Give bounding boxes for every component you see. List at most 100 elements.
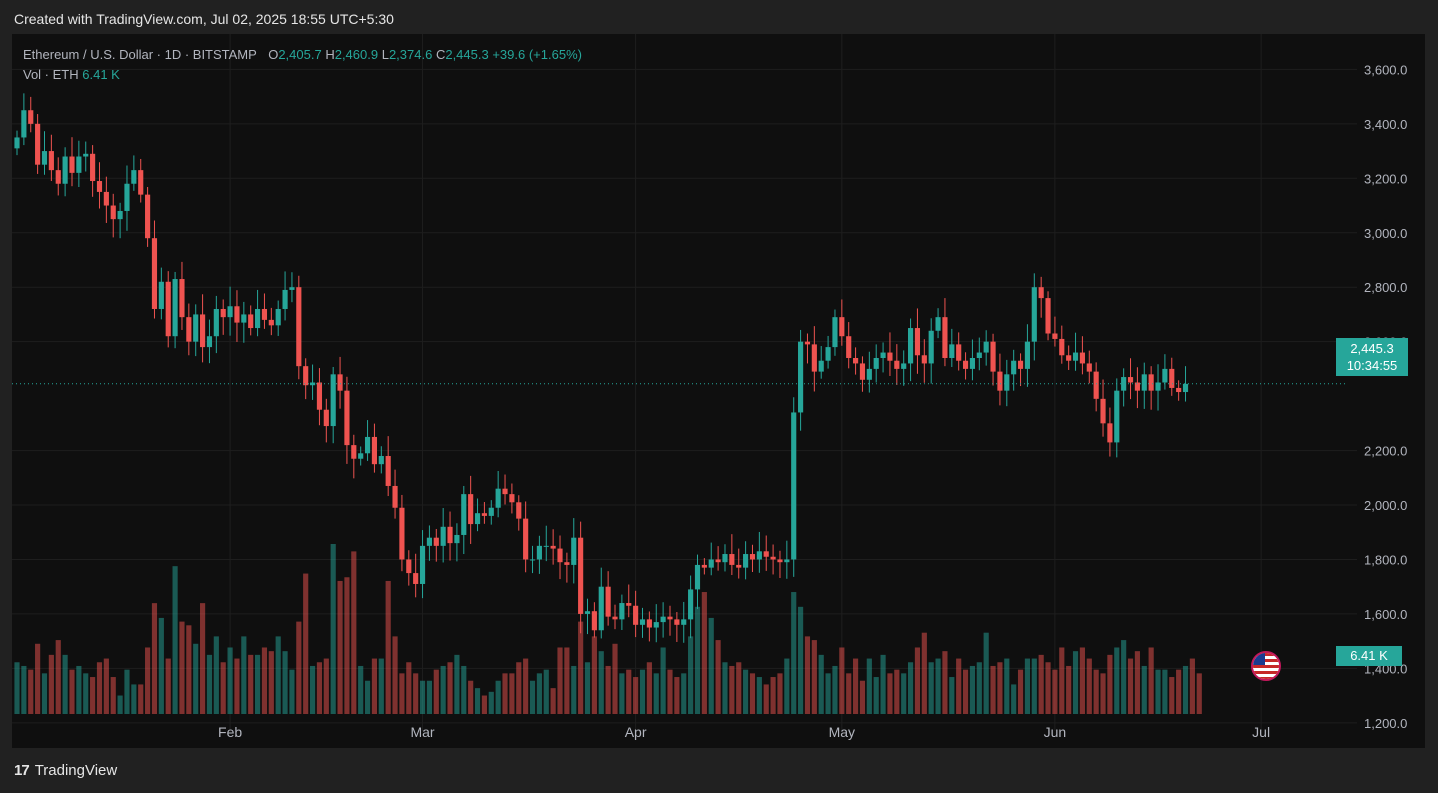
- candle-body: [1134, 382, 1140, 391]
- candle-body: [674, 619, 680, 625]
- volume-bar: [523, 658, 529, 714]
- candle-body: [21, 110, 27, 138]
- volume-bar: [1169, 677, 1175, 714]
- candle-body: [172, 279, 178, 337]
- candle-body: [337, 374, 343, 391]
- candle-body: [866, 368, 872, 380]
- legend-ohlc-row: Ethereum / U.S. Dollar · 1D · BITSTAMP O…: [23, 45, 582, 65]
- candle-body: [681, 619, 687, 625]
- volume-bar: [261, 647, 268, 714]
- volume-bar: [598, 651, 604, 714]
- candle-body: [756, 551, 762, 560]
- volume-bar: [997, 662, 1003, 714]
- volume-bar: [103, 658, 109, 714]
- y-tick-label: 3,600.0: [1364, 62, 1407, 77]
- candle-body: [667, 616, 673, 620]
- candle-body: [220, 308, 226, 318]
- volume-bar: [949, 677, 955, 714]
- candle-body: [1017, 360, 1024, 369]
- x-tick-label: May: [829, 724, 855, 740]
- volume-bar: [419, 680, 426, 714]
- candle-body: [578, 537, 584, 614]
- volume-bar: [1162, 669, 1168, 714]
- volume-bar: [674, 677, 680, 714]
- candle-body: [358, 453, 364, 459]
- open-value: 2,405.7: [278, 47, 322, 62]
- candle-body: [894, 360, 900, 369]
- x-tick-label: Mar: [410, 724, 434, 740]
- volume-bar: [660, 647, 666, 714]
- candle-body: [777, 559, 783, 563]
- volume-bar: [550, 688, 556, 714]
- volume-bar: [399, 673, 405, 714]
- candle-body: [956, 344, 962, 361]
- volume-label[interactable]: Vol · ETH: [23, 67, 79, 82]
- candle-body: [186, 317, 192, 342]
- candle-body: [110, 205, 116, 220]
- volume-bar: [1176, 669, 1182, 714]
- volume-bar: [330, 544, 336, 714]
- tradingview-logo[interactable]: 17 TradingView: [14, 762, 117, 779]
- candle-body: [557, 548, 563, 563]
- volume-bar: [309, 665, 316, 714]
- candle-body: [1093, 371, 1099, 399]
- volume-bar: [873, 677, 879, 714]
- volume-bar: [454, 654, 460, 714]
- low-value: 2,374.6: [388, 47, 433, 62]
- candle-body: [983, 341, 989, 353]
- symbol-title[interactable]: Ethereum / U.S. Dollar · 1D · BITSTAMP: [23, 47, 257, 62]
- close-label: C: [435, 47, 446, 62]
- candle-body: [502, 488, 508, 495]
- volume-bar: [268, 651, 274, 714]
- candle-body: [213, 308, 219, 337]
- candle-body: [399, 507, 405, 560]
- candle-body: [227, 306, 233, 318]
- candle-body: [743, 554, 749, 568]
- volume-bar: [564, 647, 570, 714]
- volume-bar: [990, 665, 996, 714]
- volume-bar: [158, 617, 164, 714]
- candle-body: [942, 317, 948, 358]
- volume-bar: [749, 673, 756, 714]
- candle-body: [433, 537, 439, 546]
- volume-bar: [866, 658, 872, 714]
- candle-body: [35, 123, 41, 165]
- candle-body: [261, 308, 268, 320]
- volume-bar: [626, 669, 632, 714]
- candle-body: [811, 344, 817, 372]
- candle-body: [488, 507, 494, 516]
- candle-body: [1059, 338, 1065, 356]
- candle-body: [1141, 374, 1147, 391]
- volume-bar: [502, 673, 508, 714]
- volume-bar: [962, 669, 969, 714]
- candle-body: [131, 170, 137, 184]
- candlestick-chart[interactable]: 3,600.03,400.03,200.03,000.02,800.02,600…: [12, 34, 1425, 748]
- volume-bar: [378, 658, 384, 714]
- volume-bar: [818, 654, 824, 714]
- chart-panel[interactable]: 3,600.03,400.03,200.03,000.02,800.02,600…: [12, 34, 1425, 748]
- volume-bar: [667, 669, 673, 714]
- x-tick-label: Apr: [625, 724, 647, 740]
- volume-bar: [1107, 654, 1113, 714]
- candle-body: [529, 559, 536, 561]
- us-flag-icon[interactable]: [1251, 651, 1281, 681]
- candle-body: [846, 336, 852, 358]
- volume-bar: [21, 665, 27, 714]
- volume-bar: [481, 695, 487, 714]
- candle-body: [1038, 287, 1044, 299]
- volume-bar: [1052, 669, 1058, 714]
- candle-body: [1079, 352, 1085, 364]
- volume-bar: [14, 662, 20, 714]
- x-tick-label: Feb: [218, 724, 242, 740]
- last-price-tag: 2,445.3 10:34:55: [1336, 338, 1408, 376]
- candle-body: [1024, 341, 1031, 369]
- candle-body: [722, 554, 728, 563]
- candle-body: [96, 181, 103, 192]
- candle-body: [770, 556, 776, 560]
- candle-body: [976, 352, 982, 358]
- volume-bar: [839, 647, 845, 714]
- volume-bar: [296, 621, 302, 714]
- candle-body: [997, 371, 1003, 391]
- volume-bar: [48, 654, 54, 714]
- volume-bar: [206, 654, 213, 714]
